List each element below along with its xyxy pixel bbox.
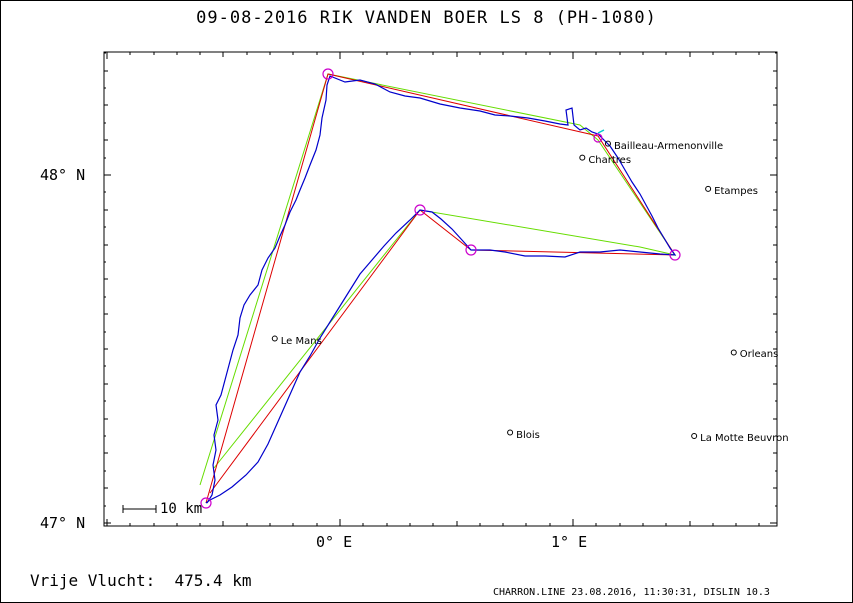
scale-label: 10 km: [160, 501, 203, 517]
city-marker: [271, 335, 278, 342]
x-label-0e: 0° E: [316, 533, 353, 551]
y-label-48n: 48° N: [40, 166, 86, 184]
city-label: Chartres: [588, 154, 632, 166]
turnpoint-circle: [669, 249, 681, 261]
start-marker: [597, 129, 605, 134]
city-label: Etampes: [714, 185, 758, 197]
map-frame: [103, 51, 778, 527]
city-marker: [705, 185, 712, 192]
city-label: Bailleau-Armenonville: [613, 140, 724, 152]
axis-ticks: [104, 52, 777, 526]
city-marker: [691, 433, 698, 439]
city-marker: [604, 140, 611, 147]
city-label: Blois: [516, 429, 540, 441]
optimized-route: [199, 73, 677, 486]
city-label: Orleans: [739, 349, 779, 361]
turnpoint-circle: [200, 497, 212, 509]
turnpoints: [200, 68, 681, 509]
city-label: La Motte Beuvron: [700, 433, 789, 444]
page-title: 09-08-2016 RIK VANDEN BOER LS 8 (PH-1080…: [196, 8, 657, 28]
turnpoint-circle: [465, 244, 477, 256]
city-label: Le Mans: [280, 335, 322, 347]
city-marker: [579, 154, 586, 161]
distance-text: Vrije Vlucht: 475.4 km: [30, 571, 252, 590]
city-marker: [507, 429, 514, 436]
gps-track: [205, 75, 677, 504]
x-label-1e: 1° E: [551, 533, 588, 551]
turnpoint-circle: [414, 204, 426, 216]
city-marker: [730, 349, 737, 356]
scale-bar: [122, 505, 157, 513]
turnpoint-circle: [322, 68, 334, 80]
turnpoint-circle: [593, 133, 603, 143]
task-route: [205, 73, 676, 504]
y-label-47n: 47° N: [40, 514, 86, 532]
credits-text: CHARRON.LINE 23.08.2016, 11:30:31, DISLI…: [493, 587, 770, 598]
city-markers: [271, 140, 737, 439]
